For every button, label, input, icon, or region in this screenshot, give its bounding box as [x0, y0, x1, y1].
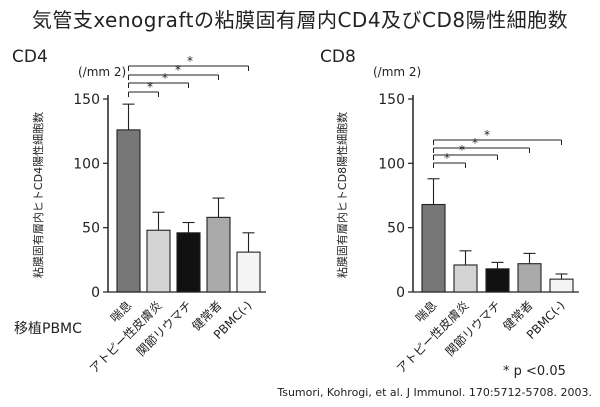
y-tick-label: 150: [73, 92, 100, 108]
significance-star: *: [147, 80, 153, 94]
y-tick-label: 0: [396, 285, 405, 301]
y-tick-label: 0: [91, 285, 100, 301]
y-tick-label: 100: [378, 156, 405, 172]
significance-star: *: [187, 54, 193, 68]
significance-star: *: [162, 71, 168, 85]
y-tick-label: 50: [82, 221, 100, 237]
y-tick-label: 100: [73, 156, 100, 172]
category-label: 喘息: [412, 298, 440, 326]
significance-note: * p <0.05: [503, 364, 566, 379]
bar-3: [176, 232, 201, 293]
y-tick-label: 50: [387, 221, 405, 237]
bar-1: [421, 203, 446, 293]
significance-star: *: [472, 136, 478, 150]
significance-star: *: [175, 63, 181, 77]
bar-5: [236, 251, 261, 293]
y-tick-label: 150: [378, 92, 405, 108]
transplant-pbmc-label: 移植PBMC: [14, 321, 82, 337]
page-title: 気管支xenograftの粘膜固有層内CD4及びCD8陽性細胞数: [31, 8, 569, 32]
bar-4: [206, 216, 231, 293]
bar-2: [453, 264, 478, 293]
y-axis-label: 粘膜固有層内ヒトCD8陽性細胞数: [335, 112, 349, 278]
bar-1: [116, 129, 141, 293]
panel-label: CD8: [320, 47, 356, 67]
y-unit-label: (/mm 2): [78, 65, 126, 79]
bar-5: [549, 278, 574, 293]
bar-2: [146, 229, 171, 293]
bar-3: [485, 268, 510, 293]
significance-star: *: [444, 151, 450, 165]
significance-star: *: [484, 128, 490, 142]
y-unit-label: (/mm 2): [373, 65, 421, 79]
panel-label: CD4: [12, 47, 48, 67]
significance-star: *: [459, 143, 465, 157]
category-label: 喘息: [107, 298, 135, 326]
y-axis-label: 粘膜固有層内ヒトCD4陽性細胞数: [31, 112, 45, 278]
bar-4: [517, 263, 542, 293]
citation: Tsumori, Kohrogi, et al. J Immunol. 170:…: [277, 386, 592, 399]
